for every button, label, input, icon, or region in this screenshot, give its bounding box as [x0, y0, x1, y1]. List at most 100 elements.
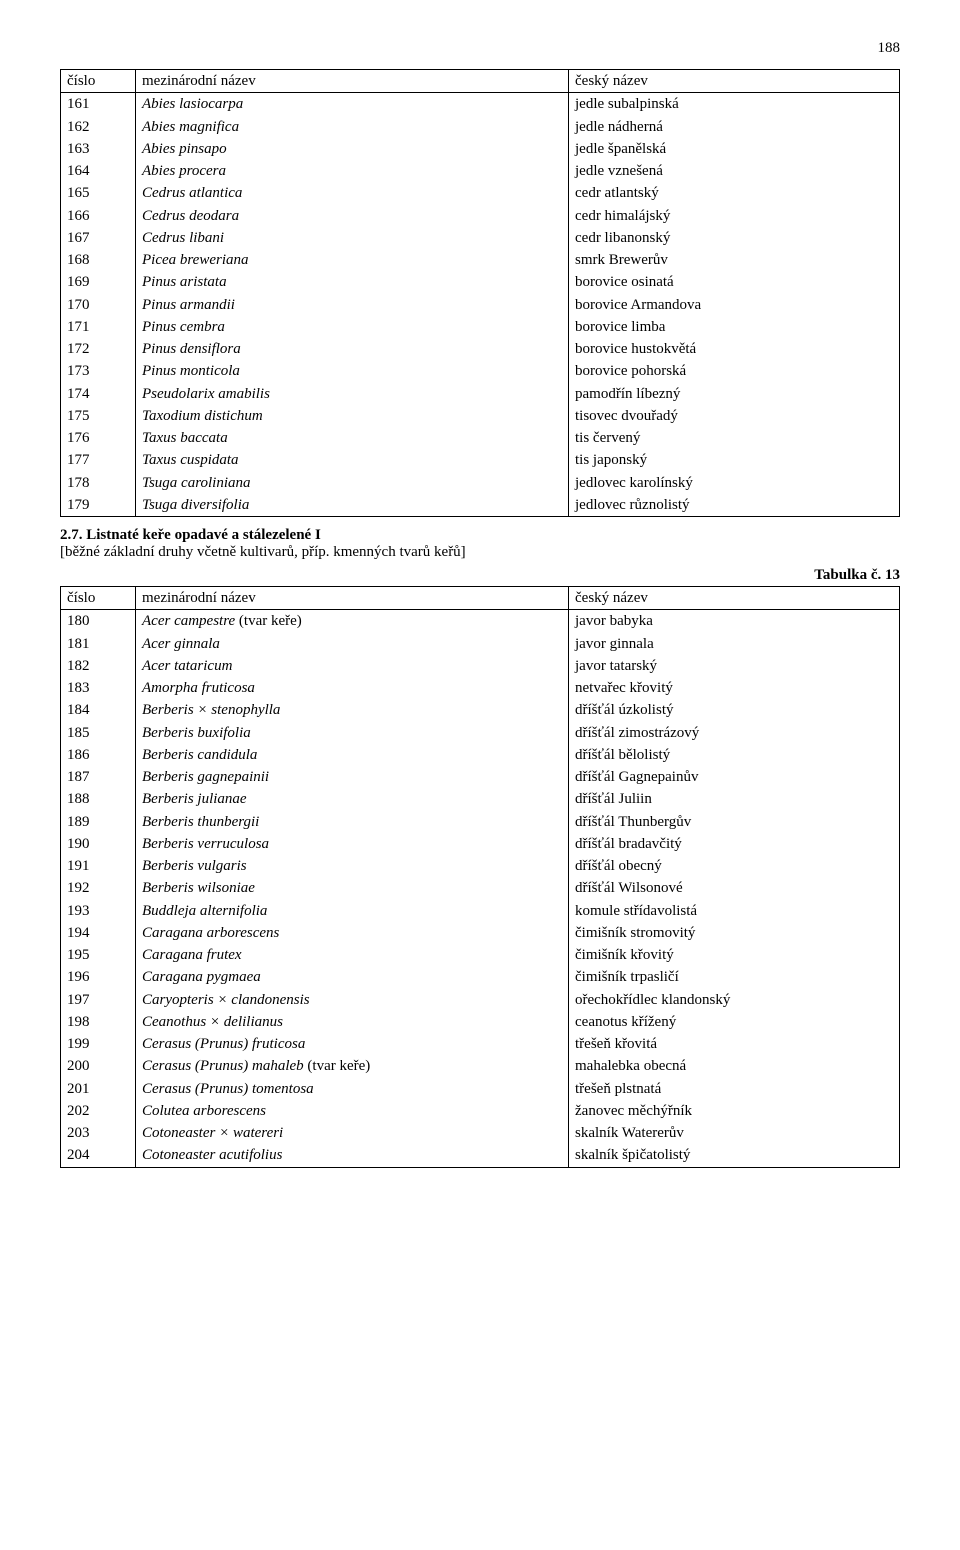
cell-czech: čimišník křovitý: [569, 944, 900, 966]
page-number: 188: [60, 40, 900, 57]
cell-international: Berberis gagnepainii: [136, 766, 569, 788]
col-header-cz: český název: [569, 70, 900, 93]
cell-num: 192: [61, 877, 136, 899]
cell-international: Cerasus (Prunus) fruticosa: [136, 1033, 569, 1055]
cell-international: Cotoneaster acutifolius: [136, 1144, 569, 1167]
cell-international: Pinus cembra: [136, 316, 569, 338]
cell-international: Berberis thunbergii: [136, 811, 569, 833]
cell-czech: dříšťál Juliin: [569, 788, 900, 810]
table-row: 200Cerasus (Prunus) mahaleb (tvar keře)m…: [61, 1055, 900, 1077]
cell-international: Berberis buxifolia: [136, 722, 569, 744]
table-row: 186Berberis candiduladříšťál bělolistý: [61, 744, 900, 766]
cell-international: Amorpha fruticosa: [136, 677, 569, 699]
cell-num: 164: [61, 160, 136, 182]
cell-international: Pinus aristata: [136, 271, 569, 293]
cell-international: Cerasus (Prunus) tomentosa: [136, 1078, 569, 1100]
cell-num: 180: [61, 610, 136, 633]
cell-num: 162: [61, 116, 136, 138]
cell-num: 188: [61, 788, 136, 810]
cell-international: Pinus densiflora: [136, 338, 569, 360]
table-row: 194Caragana arborescensčimišník stromovi…: [61, 922, 900, 944]
table-row: 178Tsuga carolinianajedlovec karolínský: [61, 472, 900, 494]
cell-international: Abies lasiocarpa: [136, 93, 569, 116]
table-row: 176Taxus baccatatis červený: [61, 427, 900, 449]
cell-czech: borovice hustokvětá: [569, 338, 900, 360]
cell-num: 186: [61, 744, 136, 766]
table-row: 164Abies procerajedle vznešená: [61, 160, 900, 182]
cell-czech: borovice osinatá: [569, 271, 900, 293]
cell-czech: borovice Armandova: [569, 294, 900, 316]
cell-czech: dříšťál úzkolistý: [569, 699, 900, 721]
cell-czech: dříšťál Thunbergův: [569, 811, 900, 833]
table-row: 195Caragana frutexčimišník křovitý: [61, 944, 900, 966]
cell-num: 172: [61, 338, 136, 360]
table-row: 182Acer tataricumjavor tatarský: [61, 655, 900, 677]
cell-czech: smrk Brewerův: [569, 249, 900, 271]
cell-international: Cedrus deodara: [136, 205, 569, 227]
table-row: 187Berberis gagnepainiidříšťál Gagnepain…: [61, 766, 900, 788]
cell-international: Berberis vulgaris: [136, 855, 569, 877]
cell-international: Berberis wilsoniae: [136, 877, 569, 899]
table-row: 166Cedrus deodaracedr himalájský: [61, 205, 900, 227]
table-row: 173Pinus monticolaborovice pohorská: [61, 360, 900, 382]
table-row: 196Caragana pygmaeačimišník trpasličí: [61, 966, 900, 988]
cell-international: Buddleja alternifolia: [136, 900, 569, 922]
table-row: 185Berberis buxifoliadříšťál zimostrázov…: [61, 722, 900, 744]
cell-num: 190: [61, 833, 136, 855]
cell-num: 200: [61, 1055, 136, 1077]
cell-num: 182: [61, 655, 136, 677]
cell-czech: jedle vznešená: [569, 160, 900, 182]
section-title: 2.7. Listnaté keře opadavé a stálezelené…: [60, 527, 900, 544]
table-row: 202Colutea arborescensžanovec měchýřník: [61, 1100, 900, 1122]
cell-num: 178: [61, 472, 136, 494]
cell-num: 195: [61, 944, 136, 966]
cell-num: 204: [61, 1144, 136, 1167]
cell-czech: dříšťál Wilsonové: [569, 877, 900, 899]
cell-international: Acer ginnala: [136, 633, 569, 655]
table-row: 189Berberis thunbergiidříšťál Thunbergův: [61, 811, 900, 833]
table-row: 180Acer campestre (tvar keře)javor babyk…: [61, 610, 900, 633]
cell-num: 189: [61, 811, 136, 833]
cell-czech: skalník Watererův: [569, 1122, 900, 1144]
cell-czech: jedle nádherná: [569, 116, 900, 138]
cell-num: 167: [61, 227, 136, 249]
cell-num: 170: [61, 294, 136, 316]
cell-num: 183: [61, 677, 136, 699]
col-header-num: číslo: [61, 587, 136, 610]
col-header-int: mezinárodní název: [136, 587, 569, 610]
cell-czech: čimišník trpasličí: [569, 966, 900, 988]
cell-czech: cedr himalájský: [569, 205, 900, 227]
cell-czech: dříšťál bradavčitý: [569, 833, 900, 855]
cell-czech: žanovec měchýřník: [569, 1100, 900, 1122]
cell-czech: javor ginnala: [569, 633, 900, 655]
cell-czech: komule střídavolistá: [569, 900, 900, 922]
cell-international: Berberis julianae: [136, 788, 569, 810]
table-row: 183Amorpha fruticosanetvařec křovitý: [61, 677, 900, 699]
table-row: 171Pinus cembraborovice limba: [61, 316, 900, 338]
table-row: 169Pinus aristataborovice osinatá: [61, 271, 900, 293]
cell-czech: javor babyka: [569, 610, 900, 633]
cell-international: Cedrus atlantica: [136, 182, 569, 204]
cell-num: 201: [61, 1078, 136, 1100]
cell-czech: jedlovec různolistý: [569, 494, 900, 517]
table-row: 174Pseudolarix amabilispamodřín líbezný: [61, 383, 900, 405]
cell-international: Berberis verruculosa: [136, 833, 569, 855]
cell-num: 174: [61, 383, 136, 405]
cell-czech: dříšťál obecný: [569, 855, 900, 877]
col-header-int: mezinárodní název: [136, 70, 569, 93]
cell-num: 191: [61, 855, 136, 877]
cell-czech: jedle španělská: [569, 138, 900, 160]
table-row: 191Berberis vulgarisdříšťál obecný: [61, 855, 900, 877]
cell-num: 181: [61, 633, 136, 655]
cell-num: 203: [61, 1122, 136, 1144]
table-row: 175Taxodium distichumtisovec dvouřadý: [61, 405, 900, 427]
table-row: 170Pinus armandiiborovice Armandova: [61, 294, 900, 316]
cell-international: Abies magnifica: [136, 116, 569, 138]
cell-international: Pseudolarix amabilis: [136, 383, 569, 405]
table-row: 167Cedrus libanicedr libanonský: [61, 227, 900, 249]
cell-num: 187: [61, 766, 136, 788]
cell-international: Berberis × stenophylla: [136, 699, 569, 721]
cell-num: 177: [61, 449, 136, 471]
table-row: 162Abies magnificajedle nádherná: [61, 116, 900, 138]
cell-international: Ceanothus × delilianus: [136, 1011, 569, 1033]
